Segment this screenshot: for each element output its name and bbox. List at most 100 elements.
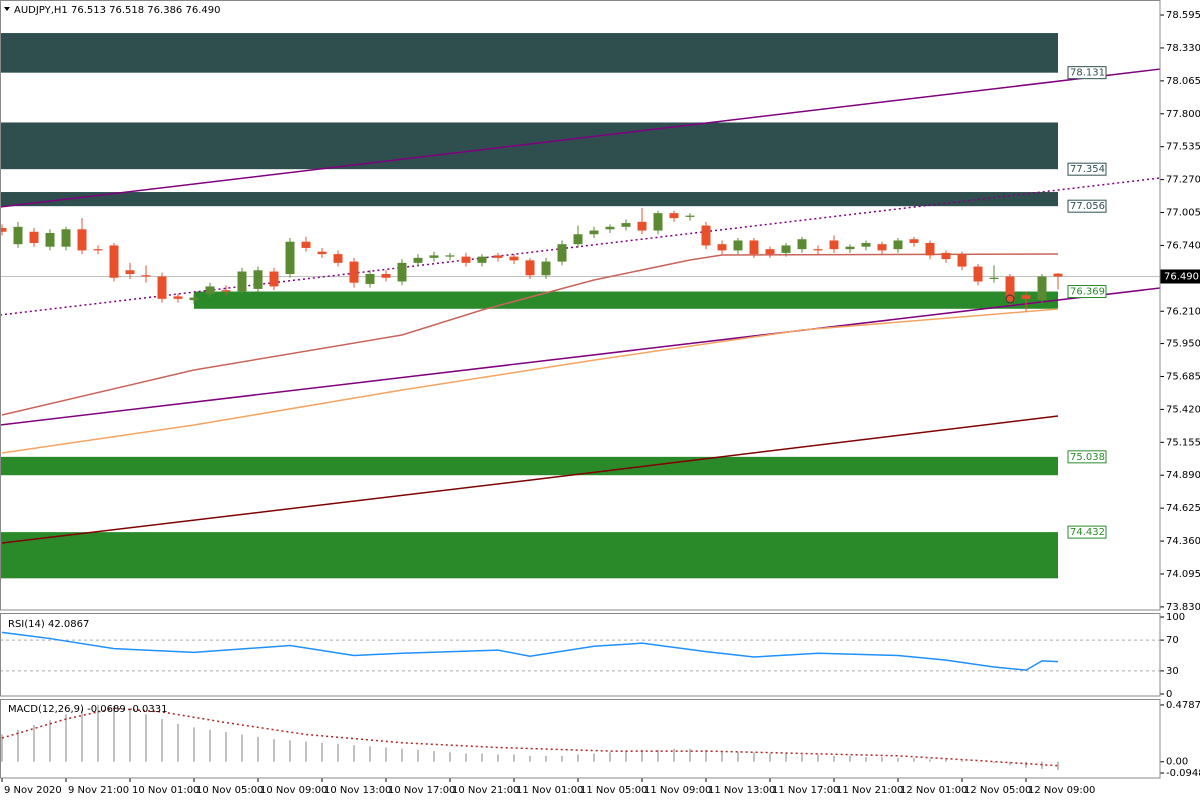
macd-bar [289, 740, 291, 762]
overlay: AUDJPY,H1 76.513 76.518 76.386 76.490 RS… [0, 0, 1161, 779]
y-tick-label: 70 [1166, 635, 1179, 646]
macd-bar [769, 753, 771, 762]
zone-label: 77.056 [1070, 201, 1105, 212]
macd-bar [881, 757, 883, 762]
macd-bar [321, 742, 323, 762]
macd-bar [353, 745, 355, 762]
candle-body [269, 271, 279, 287]
indicator-line [0, 68, 1161, 208]
macd-bar [417, 749, 419, 762]
rsi-pane: 100 70 30 0 [0, 612, 1185, 700]
candle-body [765, 249, 775, 255]
candle-body [637, 221, 647, 231]
candle-body [669, 213, 679, 219]
macd-bar [529, 755, 531, 762]
y-tick-label: 75.155 [1166, 437, 1200, 448]
macd-bar [945, 759, 947, 762]
candle-body [461, 256, 471, 263]
macd-bar [689, 748, 691, 762]
macd-bar [49, 720, 51, 762]
macd-bar [561, 755, 563, 762]
y-tick-label: 77.005 [1166, 208, 1200, 219]
candle-body [381, 274, 391, 278]
macd-signal [1, 707, 1059, 767]
macd-bar [33, 724, 35, 762]
event-icon[interactable] [1005, 294, 1015, 304]
macd-bar [737, 752, 739, 762]
x-tick-label: 11 Nov 09:00 [644, 785, 711, 796]
candle-body [941, 252, 951, 260]
candle-body [349, 261, 359, 283]
indicator-line [1, 308, 1059, 454]
candle-body [125, 270, 135, 275]
rsi-title: RSI(14) 42.0867 [8, 619, 89, 630]
macd-bar [1025, 761, 1027, 768]
x-tick-label: 10 Nov 17:00 [388, 785, 455, 796]
zone-label: 74.432 [1070, 527, 1105, 538]
macd-bar [817, 754, 819, 762]
zone-label-box [1067, 525, 1107, 539]
candle-body [605, 226, 615, 230]
y-tick-label: 100 [1166, 612, 1185, 623]
macd-bar [913, 758, 915, 762]
y-tick-label: 77.270 [1166, 175, 1200, 186]
macd-bar [785, 753, 787, 762]
macd-bar [961, 760, 963, 762]
candle-body [861, 242, 871, 247]
macd-bar [625, 751, 627, 762]
y-tick-label: 73.830 [1166, 602, 1200, 613]
rsi-pane-border [0, 613, 1161, 697]
macd-bar [113, 705, 115, 762]
y-tick-label: 77.535 [1166, 142, 1200, 153]
x-tick-label: 11 Nov 05:00 [580, 785, 647, 796]
zone [0, 532, 1058, 579]
macd-pane-border [0, 699, 1161, 779]
zone-label-box [1067, 450, 1107, 464]
x-tick-label: 12 Nov 05:00 [964, 785, 1031, 796]
candle-body [1021, 295, 1031, 299]
macd-bar [449, 752, 451, 762]
y-tick-label: 74.890 [1166, 470, 1200, 481]
macd-bar [17, 729, 19, 762]
candle-body [141, 275, 151, 277]
macd-bar [81, 709, 83, 762]
zone-label: 77.354 [1070, 164, 1105, 175]
macd-bar [337, 743, 339, 762]
macd-bar [993, 761, 995, 763]
candle-body [205, 286, 215, 294]
macd-bar [753, 752, 755, 762]
macd-bar [161, 719, 163, 762]
menu-triangle[interactable] [4, 7, 10, 11]
zone [0, 122, 1058, 170]
y-tick-label: 75.685 [1166, 371, 1200, 382]
candle-body [413, 257, 423, 263]
candle-body [477, 256, 487, 263]
macd-bar [209, 729, 211, 762]
candle-body [1053, 273, 1063, 277]
x-tick-label: 10 Nov 05:00 [196, 785, 263, 796]
macd-bar [385, 747, 387, 762]
x-tick-label: 10 Nov 01:00 [132, 785, 199, 796]
macd-bar [977, 761, 979, 763]
candle-body [333, 254, 343, 263]
zone-label-box [1067, 199, 1107, 213]
candle-body [989, 277, 999, 279]
macd-bar [241, 734, 243, 762]
zone [0, 192, 1058, 207]
candle-body [525, 260, 535, 276]
candle-body [621, 223, 631, 227]
candle-body [749, 240, 759, 255]
candle-body [253, 270, 263, 289]
y-tick-label: 0 [1166, 689, 1172, 700]
y-tick-label: 77.800 [1166, 109, 1200, 120]
candle-body [733, 240, 743, 251]
indicator-line [1, 253, 1059, 416]
x-tick-label: 11 Nov 21:00 [836, 785, 903, 796]
y-tick-label: 75.950 [1166, 339, 1200, 350]
candle-body [973, 266, 983, 282]
candle-body [221, 290, 231, 292]
candle-body [237, 271, 247, 292]
price-pane: 78.131 77.354 77.056 76.369 75.038 74.432 78.5… [0, 10, 1200, 613]
candle-body [189, 297, 199, 301]
